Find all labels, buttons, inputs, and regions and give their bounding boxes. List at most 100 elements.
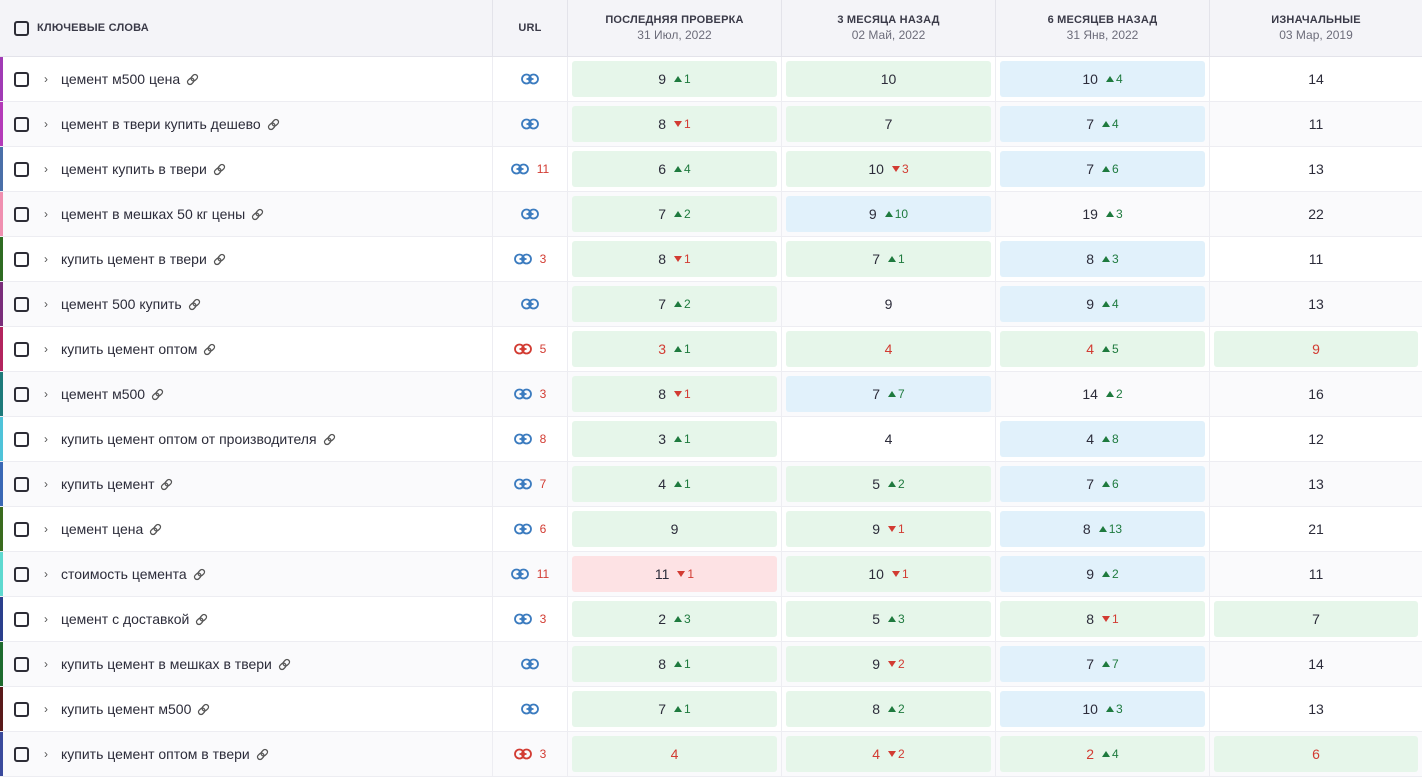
external-link-icon[interactable]: [251, 208, 264, 221]
chevron-right-icon[interactable]: ›: [44, 72, 48, 86]
header-initial[interactable]: ИЗНАЧАЛЬНЫЕ 03 Мар, 2019: [1210, 0, 1422, 56]
table-row[interactable]: › стоимость цемента 11 11 1 10 1 9 2 11: [0, 552, 1422, 597]
external-link-icon[interactable]: [213, 163, 226, 176]
link-ok-icon[interactable]: [521, 73, 539, 85]
table-row[interactable]: › цемент 500 купить 7 2 9 9 4 13: [0, 282, 1422, 327]
external-link-icon[interactable]: [278, 658, 291, 671]
chevron-right-icon[interactable]: ›: [44, 477, 48, 491]
row-checkbox[interactable]: [14, 611, 29, 627]
url-cell[interactable]: [493, 102, 568, 146]
chevron-right-icon[interactable]: ›: [44, 567, 48, 581]
external-link-icon[interactable]: [195, 613, 208, 626]
url-cell[interactable]: [493, 192, 568, 236]
chevron-right-icon[interactable]: ›: [44, 747, 48, 761]
external-link-icon[interactable]: [267, 118, 280, 131]
link-ok-icon[interactable]: [513, 523, 532, 535]
external-link-icon[interactable]: [151, 388, 164, 401]
chevron-right-icon[interactable]: ›: [44, 297, 48, 311]
external-link-icon[interactable]: [197, 703, 210, 716]
table-row[interactable]: › цемент в твери купить дешево 8 1 7 7 4 11: [0, 102, 1422, 147]
link-ok-icon[interactable]: [521, 703, 539, 715]
link-ok-icon[interactable]: [521, 658, 539, 670]
url-cell[interactable]: [493, 57, 568, 101]
header-last-check[interactable]: ПОСЛЕДНЯЯ ПРОВЕРКА 31 Июл, 2022: [568, 0, 782, 56]
row-checkbox[interactable]: [14, 521, 29, 537]
url-cell[interactable]: 3: [493, 372, 568, 416]
table-row[interactable]: › купить цемент оптом 5 3 1 4 4 5 9: [0, 327, 1422, 372]
url-cell[interactable]: 8: [493, 417, 568, 461]
table-row[interactable]: › цемент в мешках 50 кг цены 7 2 9 10 19 3 22: [0, 192, 1422, 237]
external-link-icon[interactable]: [149, 523, 162, 536]
external-link-icon[interactable]: [203, 343, 216, 356]
chevron-right-icon[interactable]: ›: [44, 702, 48, 716]
select-all-checkbox[interactable]: [14, 20, 29, 36]
row-checkbox[interactable]: [14, 341, 29, 357]
external-link-icon[interactable]: [186, 73, 199, 86]
row-checkbox[interactable]: [14, 161, 29, 177]
url-cell[interactable]: 3: [493, 237, 568, 281]
chevron-right-icon[interactable]: ›: [44, 252, 48, 266]
chevron-right-icon[interactable]: ›: [44, 657, 48, 671]
url-cell[interactable]: 5: [493, 327, 568, 371]
link-ok-icon[interactable]: [510, 568, 529, 580]
external-link-icon[interactable]: [256, 748, 269, 761]
table-row[interactable]: › купить цемент 7 4 1 5 2 7 6 13: [0, 462, 1422, 507]
chevron-right-icon[interactable]: ›: [44, 342, 48, 356]
chevron-right-icon[interactable]: ›: [44, 432, 48, 446]
chevron-right-icon[interactable]: ›: [44, 387, 48, 401]
row-checkbox[interactable]: [14, 71, 29, 87]
url-cell[interactable]: [493, 282, 568, 326]
row-checkbox[interactable]: [14, 566, 29, 582]
url-cell[interactable]: 6: [493, 507, 568, 551]
external-link-icon[interactable]: [193, 568, 206, 581]
table-row[interactable]: › цемент цена 6 9 9 1 8 13 21: [0, 507, 1422, 552]
url-cell[interactable]: 3: [493, 597, 568, 641]
url-cell[interactable]: [493, 642, 568, 686]
external-link-icon[interactable]: [323, 433, 336, 446]
table-row[interactable]: › купить цемент в мешках в твери 8 1 9 2 7 7 14: [0, 642, 1422, 687]
header-url[interactable]: URL: [493, 0, 568, 56]
table-row[interactable]: › цемент м500 3 8 1 7 7 14 2 16: [0, 372, 1422, 417]
url-cell[interactable]: 11: [493, 552, 568, 596]
row-checkbox[interactable]: [14, 701, 29, 717]
link-ok-icon[interactable]: [521, 298, 539, 310]
table-row[interactable]: › купить цемент оптом в твери 3 4 4 2 2 4 6: [0, 732, 1422, 777]
external-link-icon[interactable]: [188, 298, 201, 311]
url-cell[interactable]: 3: [493, 732, 568, 776]
link-ok-icon[interactable]: [513, 433, 532, 445]
chevron-right-icon[interactable]: ›: [44, 117, 48, 131]
link-ok-icon[interactable]: [513, 253, 532, 265]
header-3-months[interactable]: 3 МЕСЯЦА НАЗАД 02 Май, 2022: [782, 0, 996, 56]
chevron-right-icon[interactable]: ›: [44, 522, 48, 536]
link-broken-icon[interactable]: [513, 343, 532, 355]
link-ok-icon[interactable]: [513, 478, 532, 490]
table-row[interactable]: › цемент купить в твери 11 6 4 10 3 7 6 13: [0, 147, 1422, 192]
url-cell[interactable]: [493, 687, 568, 731]
external-link-icon[interactable]: [213, 253, 226, 266]
table-row[interactable]: › цемент м500 цена 9 1 10 10 4 14: [0, 57, 1422, 102]
table-row[interactable]: › купить цемент м500 7 1 8 2 10 3 13: [0, 687, 1422, 732]
row-checkbox[interactable]: [14, 746, 29, 762]
link-ok-icon[interactable]: [513, 613, 532, 625]
chevron-right-icon[interactable]: ›: [44, 162, 48, 176]
row-checkbox[interactable]: [14, 476, 29, 492]
table-row[interactable]: › купить цемент в твери 3 8 1 7 1 8 3 11: [0, 237, 1422, 282]
url-cell[interactable]: 7: [493, 462, 568, 506]
link-ok-icon[interactable]: [510, 163, 529, 175]
row-checkbox[interactable]: [14, 206, 29, 222]
table-row[interactable]: › купить цемент оптом от производителя 8 3 1…: [0, 417, 1422, 462]
url-cell[interactable]: 11: [493, 147, 568, 191]
link-ok-icon[interactable]: [521, 208, 539, 220]
link-ok-icon[interactable]: [521, 118, 539, 130]
row-checkbox[interactable]: [14, 296, 29, 312]
chevron-right-icon[interactable]: ›: [44, 207, 48, 221]
row-checkbox[interactable]: [14, 386, 29, 402]
row-checkbox[interactable]: [14, 251, 29, 267]
row-checkbox[interactable]: [14, 116, 29, 132]
chevron-right-icon[interactable]: ›: [44, 612, 48, 626]
external-link-icon[interactable]: [160, 478, 173, 491]
row-checkbox[interactable]: [14, 431, 29, 447]
link-broken-icon[interactable]: [513, 748, 532, 760]
link-ok-icon[interactable]: [513, 388, 532, 400]
header-6-months[interactable]: 6 МЕСЯЦЕВ НАЗАД 31 Янв, 2022: [996, 0, 1210, 56]
